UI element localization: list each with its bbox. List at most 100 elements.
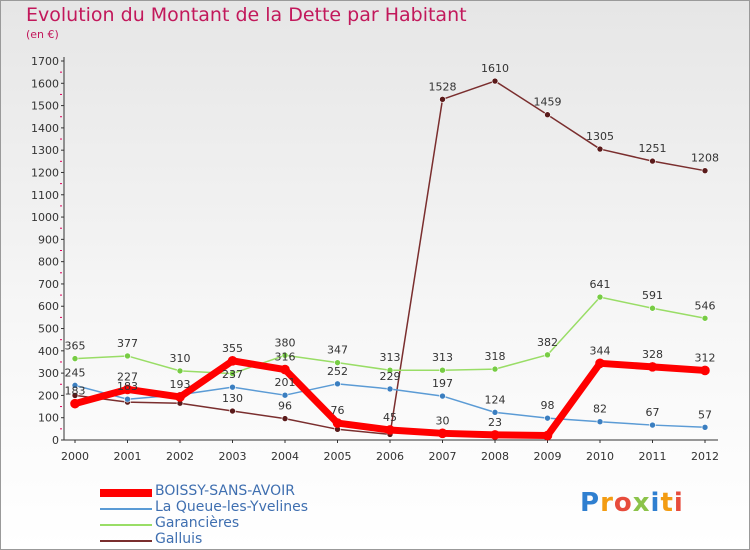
logo-letter: x — [632, 488, 651, 518]
data-label: 377 — [117, 337, 138, 350]
x-tick-label: 2012 — [691, 450, 719, 463]
data-point — [439, 96, 446, 103]
data-point — [280, 364, 290, 375]
data-point — [281, 351, 289, 359]
data-point — [122, 384, 133, 395]
y-tick-label: 100 — [38, 412, 59, 425]
data-label: 313 — [380, 351, 401, 364]
logo-letter: r — [600, 488, 614, 518]
y-tick-label: 1500 — [31, 100, 59, 113]
data-point — [386, 366, 394, 374]
data-point — [701, 423, 709, 431]
data-label: 197 — [432, 377, 453, 390]
data-point — [281, 415, 289, 422]
data-point — [124, 395, 131, 403]
data-point — [437, 428, 448, 439]
data-point — [491, 365, 499, 373]
legend-label: Garancières — [155, 515, 240, 531]
data-point — [71, 392, 79, 399]
y-tick-label: 400 — [38, 345, 59, 358]
data-label: 344 — [590, 344, 611, 357]
x-tick-label: 2011 — [639, 450, 667, 463]
data-label: 347 — [327, 344, 348, 357]
data-label: 328 — [642, 348, 663, 361]
series-layer — [70, 77, 710, 441]
data-label: 1459 — [534, 96, 562, 109]
data-point — [334, 380, 341, 388]
legend-swatch — [100, 508, 152, 510]
legend-swatch — [100, 489, 152, 497]
data-point — [700, 365, 710, 376]
logo-letter: i — [673, 488, 684, 518]
data-point — [229, 383, 236, 391]
data-point — [491, 409, 499, 416]
data-point — [176, 367, 184, 375]
data-label: 45 — [383, 411, 397, 424]
data-point — [439, 392, 446, 400]
legend-label: BOISSY-SANS-AVOIR — [155, 483, 295, 499]
data-label: 252 — [327, 365, 348, 378]
data-point — [544, 111, 551, 119]
data-label: 310 — [170, 352, 191, 365]
y-tick-label: 900 — [38, 233, 59, 246]
data-label: 245 — [65, 366, 86, 379]
data-point — [491, 77, 499, 85]
y-tick-label: 1400 — [31, 122, 59, 135]
x-tick-label: 2002 — [166, 450, 194, 463]
legend-swatch — [100, 540, 152, 542]
data-label: 380 — [275, 336, 296, 349]
y-tick-label: 1300 — [31, 144, 59, 157]
data-label: 382 — [537, 336, 558, 349]
data-point — [71, 382, 79, 389]
x-tick-label: 2009 — [534, 450, 562, 463]
data-label: 1208 — [691, 152, 719, 165]
legend-label: La Queue-les-Yvelines — [155, 499, 309, 515]
chart-title: Evolution du Montant de la Dette par Hab… — [26, 4, 467, 26]
data-point — [385, 425, 395, 435]
data-label: 313 — [432, 351, 453, 364]
data-label: 546 — [695, 299, 716, 312]
data-point — [544, 414, 551, 422]
data-label: 193 — [170, 378, 191, 391]
data-point — [334, 359, 341, 366]
x-tick-label: 2004 — [271, 450, 299, 463]
data-point — [701, 167, 709, 174]
data-label: 591 — [642, 289, 663, 302]
data-point — [70, 398, 80, 409]
data-point — [649, 157, 656, 165]
data-label: 67 — [646, 406, 660, 419]
data-point — [281, 391, 289, 399]
x-tick-label: 2010 — [586, 450, 614, 463]
data-point — [490, 430, 500, 440]
x-tick-label: 2000 — [61, 450, 89, 463]
data-point — [175, 392, 185, 402]
x-tick-label: 2008 — [481, 450, 509, 463]
y-tick-label: 1100 — [31, 189, 59, 202]
x-tick-label: 2003 — [219, 450, 247, 463]
x-tick-label: 2005 — [324, 450, 352, 463]
data-label: 312 — [695, 351, 716, 364]
data-point — [701, 314, 709, 322]
y-tick-label: 800 — [38, 256, 59, 269]
data-label: 227 — [117, 370, 138, 383]
y-tick-label: 1000 — [31, 211, 59, 224]
data-label: 130 — [222, 392, 243, 405]
data-label: 1610 — [481, 62, 509, 75]
data-label: 641 — [590, 278, 611, 291]
data-label: 365 — [65, 340, 86, 353]
x-tick-label: 2006 — [376, 450, 404, 463]
data-label: 98 — [541, 399, 555, 412]
x-tick-label: 2007 — [429, 450, 457, 463]
data-point — [124, 352, 131, 360]
y-tick-label: 1600 — [31, 77, 59, 90]
data-label: 316 — [275, 351, 296, 364]
data-label: 96 — [278, 400, 292, 413]
data-point — [595, 358, 605, 369]
y-tick-label: 700 — [38, 278, 59, 291]
data-point — [649, 421, 656, 429]
data-label: 124 — [485, 393, 506, 406]
data-label: 76 — [331, 404, 345, 417]
data-point — [544, 351, 551, 359]
y-tick-label: 1700 — [31, 55, 59, 68]
